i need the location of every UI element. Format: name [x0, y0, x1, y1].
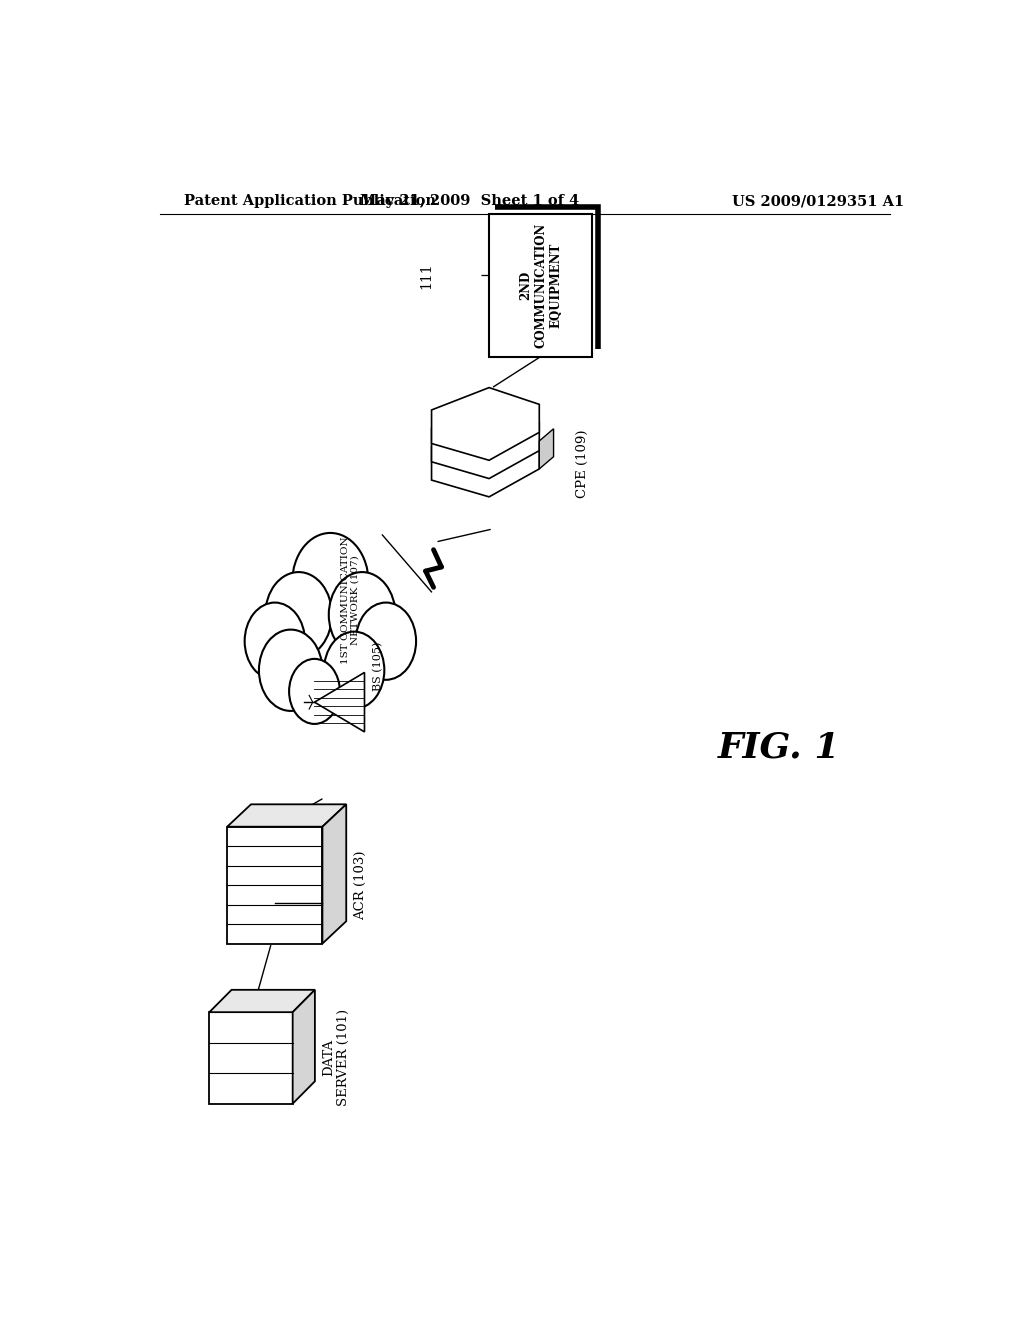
Polygon shape	[540, 429, 554, 469]
Polygon shape	[489, 214, 592, 356]
Polygon shape	[314, 672, 365, 731]
Text: CPE (109): CPE (109)	[577, 429, 590, 498]
Circle shape	[265, 572, 332, 657]
Polygon shape	[209, 990, 315, 1012]
Polygon shape	[293, 990, 315, 1104]
Polygon shape	[209, 1012, 293, 1104]
Polygon shape	[431, 388, 540, 461]
Text: May 21, 2009  Sheet 1 of 4: May 21, 2009 Sheet 1 of 4	[359, 194, 579, 209]
Text: 1ST COMMUNICATION
NETWORK (107): 1ST COMMUNICATION NETWORK (107)	[341, 537, 359, 664]
Text: BS (105): BS (105)	[373, 642, 383, 692]
Polygon shape	[431, 424, 540, 496]
Circle shape	[355, 602, 416, 680]
Circle shape	[329, 572, 395, 657]
Text: 2ND
COMMUNICATION
EQUIPMENT: 2ND COMMUNICATION EQUIPMENT	[519, 223, 562, 348]
Text: FIG. 1: FIG. 1	[718, 731, 840, 764]
Polygon shape	[431, 405, 540, 479]
Text: ACR (103): ACR (103)	[354, 850, 368, 920]
Polygon shape	[227, 826, 323, 944]
Circle shape	[324, 632, 384, 709]
Circle shape	[289, 659, 340, 723]
Polygon shape	[227, 804, 346, 826]
Text: Patent Application Publication: Patent Application Publication	[183, 194, 435, 209]
Text: 111: 111	[420, 261, 433, 289]
Text: DATA
SERVER (101): DATA SERVER (101)	[323, 1010, 350, 1106]
Polygon shape	[323, 804, 346, 944]
Circle shape	[259, 630, 323, 711]
Text: US 2009/0129351 A1: US 2009/0129351 A1	[732, 194, 904, 209]
Circle shape	[292, 533, 369, 631]
Circle shape	[245, 602, 305, 680]
